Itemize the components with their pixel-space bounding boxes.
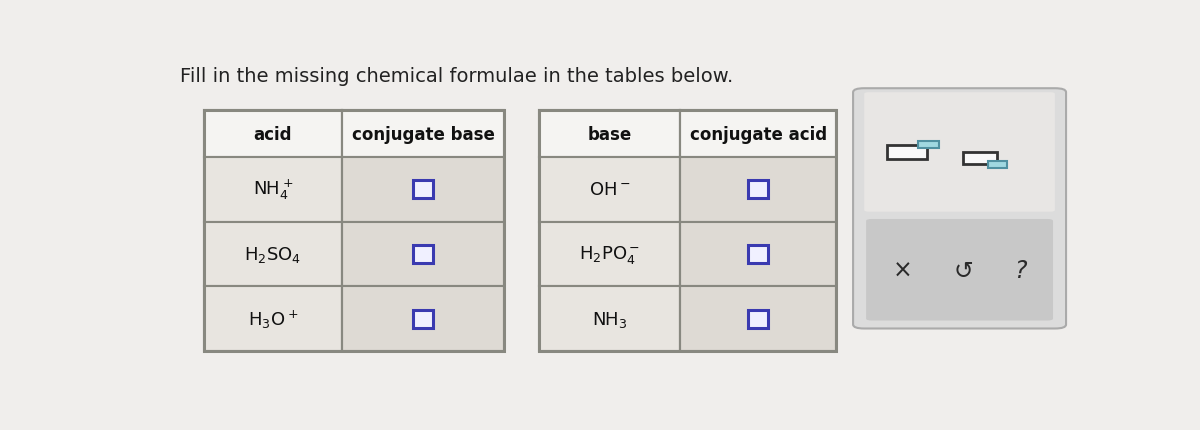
Bar <box>539 111 680 157</box>
Bar <box>748 245 768 264</box>
Bar <box>539 287 680 351</box>
Bar <box>680 287 836 351</box>
Bar <box>680 111 836 157</box>
Bar <box>964 152 996 164</box>
Bar <box>748 310 768 328</box>
Bar <box>342 157 504 222</box>
Text: OH$^-$: OH$^-$ <box>589 181 630 199</box>
Text: conjugate acid: conjugate acid <box>690 126 827 143</box>
Text: ×: × <box>893 258 912 282</box>
Bar <box>539 222 680 287</box>
Bar <box>989 162 1007 169</box>
Bar <box>204 287 342 351</box>
Bar <box>342 111 504 157</box>
Bar <box>539 111 836 351</box>
Text: Fill in the missing chemical formulae in the tables below.: Fill in the missing chemical formulae in… <box>180 67 733 86</box>
Bar <box>342 222 504 287</box>
Text: H$_3$O$^+$: H$_3$O$^+$ <box>247 308 298 330</box>
FancyBboxPatch shape <box>853 89 1066 329</box>
Text: acid: acid <box>253 126 292 143</box>
Text: base: base <box>587 126 631 143</box>
FancyBboxPatch shape <box>864 93 1055 212</box>
Bar <box>204 157 342 222</box>
Bar <box>204 111 342 157</box>
Text: conjugate base: conjugate base <box>352 126 494 143</box>
Bar <box>204 222 342 287</box>
Bar <box>342 287 504 351</box>
Text: NH$_4^+$: NH$_4^+$ <box>253 178 293 202</box>
Text: ?: ? <box>1014 258 1027 282</box>
Bar <box>204 111 504 351</box>
Text: NH$_3$: NH$_3$ <box>592 309 628 329</box>
Bar <box>918 141 938 148</box>
Bar <box>680 222 836 287</box>
Text: H$_2$SO$_4$: H$_2$SO$_4$ <box>244 244 301 264</box>
Text: H$_2$PO$_4^-$: H$_2$PO$_4^-$ <box>578 243 640 265</box>
Text: ↺: ↺ <box>954 258 973 282</box>
Bar <box>413 310 433 328</box>
Bar <box>748 181 768 199</box>
Bar <box>413 181 433 199</box>
Bar <box>539 157 680 222</box>
Bar <box>888 146 926 160</box>
Bar <box>680 157 836 222</box>
Bar <box>413 245 433 264</box>
FancyBboxPatch shape <box>866 219 1054 321</box>
